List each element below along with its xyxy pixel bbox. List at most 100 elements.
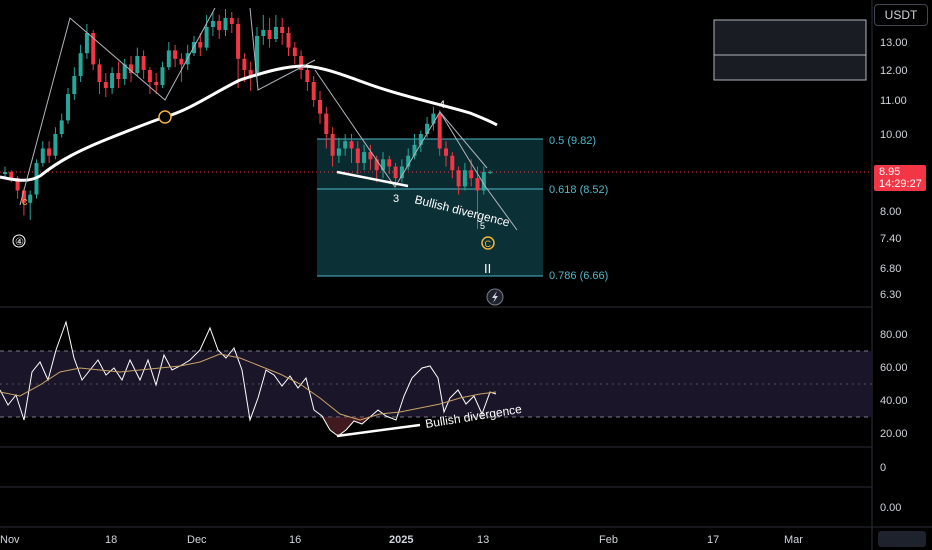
macd-axis[interactable]: 0 0.00	[880, 462, 901, 514]
candle-body	[229, 18, 234, 24]
price-axis-label: 8.00	[880, 206, 901, 218]
candle-body	[129, 64, 133, 73]
time-axis-label: Mar	[784, 534, 803, 546]
time-axis-label: 16	[289, 534, 301, 546]
candle-body	[475, 178, 480, 191]
candle-body	[103, 82, 108, 88]
candle-body	[450, 155, 455, 171]
price-axis-label: 13.00	[880, 37, 908, 49]
range-box-drawing[interactable]	[713, 19, 867, 81]
axis-settings-button[interactable]	[878, 531, 926, 547]
candle-body	[135, 56, 140, 73]
candle-body	[349, 141, 354, 149]
wave-3-label: 3	[393, 193, 399, 205]
candle-body	[15, 178, 20, 191]
candle-body	[393, 166, 398, 179]
candle-body	[248, 70, 253, 76]
time-axis-label: 2025	[389, 534, 413, 546]
candle-body	[418, 134, 423, 145]
wave-4-label: 4	[439, 99, 445, 111]
time-axis[interactable]: Nov 18 Dec 16 2025 13 Feb 17 Mar	[0, 534, 803, 546]
price-axis-label: 12.00	[880, 65, 908, 77]
candle-body	[21, 190, 26, 203]
candle-body	[236, 24, 241, 59]
rsi-line	[0, 320, 497, 437]
candle-body	[318, 100, 322, 114]
candle-body	[267, 30, 272, 39]
candle-body	[116, 73, 121, 79]
current-price-value: 8.95	[879, 166, 901, 178]
candle-body	[255, 36, 259, 76]
candle-body	[469, 170, 474, 179]
price-axis-label: 10.00	[880, 129, 908, 141]
candle-body	[362, 152, 367, 163]
candle-body	[223, 18, 228, 30]
rsi-axis[interactable]: 80.00 60.00 40.00 20.00	[880, 329, 908, 440]
candle-body	[66, 94, 70, 121]
candle-body	[488, 172, 493, 173]
fib-level-label: 0.786 (6.66)	[549, 270, 608, 282]
candle-body	[122, 64, 127, 79]
wave-4-circled-marker	[12, 234, 26, 248]
candle-body	[179, 58, 184, 65]
candle-body	[425, 123, 430, 134]
price-axis-label: 6.30	[880, 289, 901, 301]
candle-body	[330, 134, 335, 156]
candle-body	[336, 148, 341, 156]
fib-retracement[interactable]: 0.5 (9.82) 0.618 (8.52) 0.786 (6.66)	[317, 135, 608, 282]
candle-body	[343, 141, 348, 149]
candle-body	[47, 148, 52, 156]
candle-body	[147, 70, 152, 82]
candle-body	[406, 155, 411, 167]
candle-body	[210, 21, 215, 27]
candle-body	[299, 56, 304, 70]
candle-body	[381, 159, 385, 171]
bar-countdown: 14:29:27	[879, 178, 922, 190]
time-axis-label: Dec	[187, 534, 207, 546]
candle-body	[110, 73, 115, 88]
candle-body	[166, 50, 171, 68]
wave-c-circled-label: C	[485, 239, 492, 249]
candle-body	[273, 27, 278, 39]
candle-body	[84, 33, 89, 54]
candle-body	[40, 148, 45, 163]
price-axis-label: 6.80	[880, 263, 901, 275]
rsi-axis-label: 20.00	[880, 428, 908, 440]
rsi-axis-label: 60.00	[880, 362, 908, 374]
rsi-axis-label: 80.00	[880, 329, 908, 341]
rsi-axis-label: 40.00	[880, 395, 908, 407]
candle-body	[3, 172, 7, 175]
time-axis-label: Nov	[0, 534, 20, 546]
candle-body	[412, 144, 417, 156]
rsi-moving-average	[0, 353, 497, 421]
candle-body	[368, 152, 373, 160]
candle-body	[444, 148, 448, 156]
rsi-oversold-fill	[322, 417, 370, 436]
candle-body	[456, 170, 461, 187]
currency-selector-button[interactable]: USDT	[874, 4, 928, 26]
candle-body	[198, 42, 203, 48]
candle-body	[72, 76, 77, 94]
wave-c-low-label: c	[22, 196, 28, 208]
candle-body	[78, 53, 83, 76]
candle-body	[462, 170, 467, 187]
time-axis-label: Feb	[599, 534, 618, 546]
price-axis-label: 7.40	[880, 233, 901, 245]
price-axis[interactable]: 13.00 12.00 11.00 10.00 8.00 7.40 6.80 6…	[880, 37, 908, 301]
wave-5-label: 5	[480, 221, 485, 231]
candle-body	[53, 134, 58, 156]
candle-body	[28, 194, 33, 203]
candle-body	[481, 172, 486, 191]
price-axis-label: 11.00	[880, 95, 907, 107]
candle-body	[311, 82, 316, 100]
wave-4-circled-label: ④	[15, 237, 24, 248]
candle-body	[154, 82, 159, 85]
lightning-icon[interactable]	[486, 288, 504, 306]
current-price-tag: 8.95 14:29:27	[874, 165, 926, 191]
wave-c-circled-marker	[481, 236, 495, 250]
fib-level-label: 0.618 (8.52)	[549, 184, 608, 196]
rsi-divergence-line	[336, 423, 421, 438]
candle-body	[286, 33, 291, 48]
candle-body	[431, 113, 436, 124]
